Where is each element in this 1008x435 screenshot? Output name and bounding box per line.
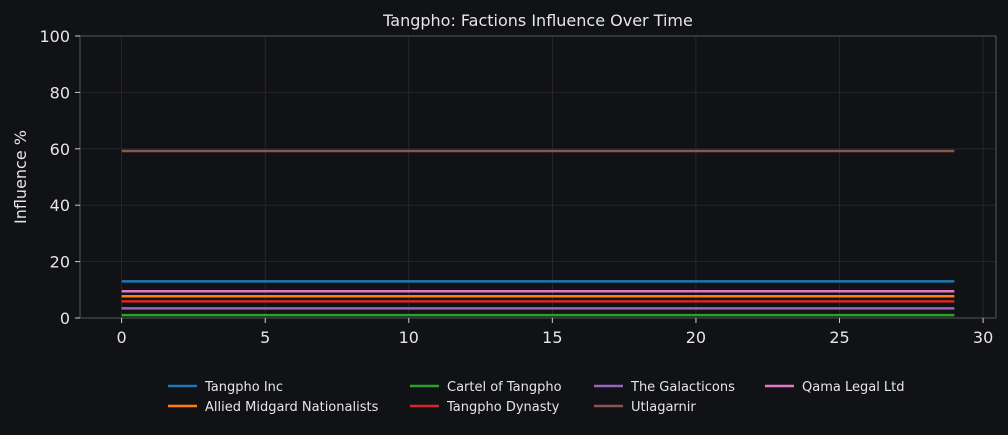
legend-item: Qama Legal Ltd [765, 380, 905, 395]
y-tick-label: 40 [50, 196, 70, 215]
y-axis-label: Influence % [11, 130, 30, 224]
x-tick-label: 10 [399, 328, 419, 347]
legend-label: Tangpho Dynasty [446, 400, 560, 415]
x-tick-label: 15 [542, 328, 562, 347]
x-tick-label: 25 [829, 328, 849, 347]
y-tick-label: 20 [50, 253, 70, 272]
legend-item: Cartel of Tangpho [410, 380, 562, 395]
legend-item: The Galacticons [594, 380, 735, 395]
y-tick-label: 100 [39, 27, 70, 46]
plot-frame [79, 35, 997, 319]
x-tick-label: 30 [973, 328, 993, 347]
legend-label: Tangpho Inc [204, 380, 283, 395]
legend-label: Qama Legal Ltd [802, 380, 905, 395]
y-tick-label: 0 [60, 309, 70, 328]
y-tick-label: 60 [50, 140, 70, 159]
legend-label: Allied Midgard Nationalists [205, 400, 379, 415]
legend-item: Tangpho Inc [168, 380, 283, 395]
legend-label: Utlagarnir [631, 400, 696, 415]
legend-item: Utlagarnir [594, 400, 696, 415]
legend-item: Tangpho Dynasty [410, 400, 560, 415]
legend-label: The Galacticons [630, 380, 735, 395]
chart-title: Tangpho: Factions Influence Over Time [382, 11, 693, 30]
y-tick-label: 80 [50, 83, 70, 102]
legend-item: Allied Midgard Nationalists [168, 400, 379, 415]
x-tick-label: 20 [686, 328, 706, 347]
legend-label: Cartel of Tangpho [447, 380, 562, 395]
x-tick-label: 0 [117, 328, 127, 347]
x-tick-label: 5 [260, 328, 270, 347]
